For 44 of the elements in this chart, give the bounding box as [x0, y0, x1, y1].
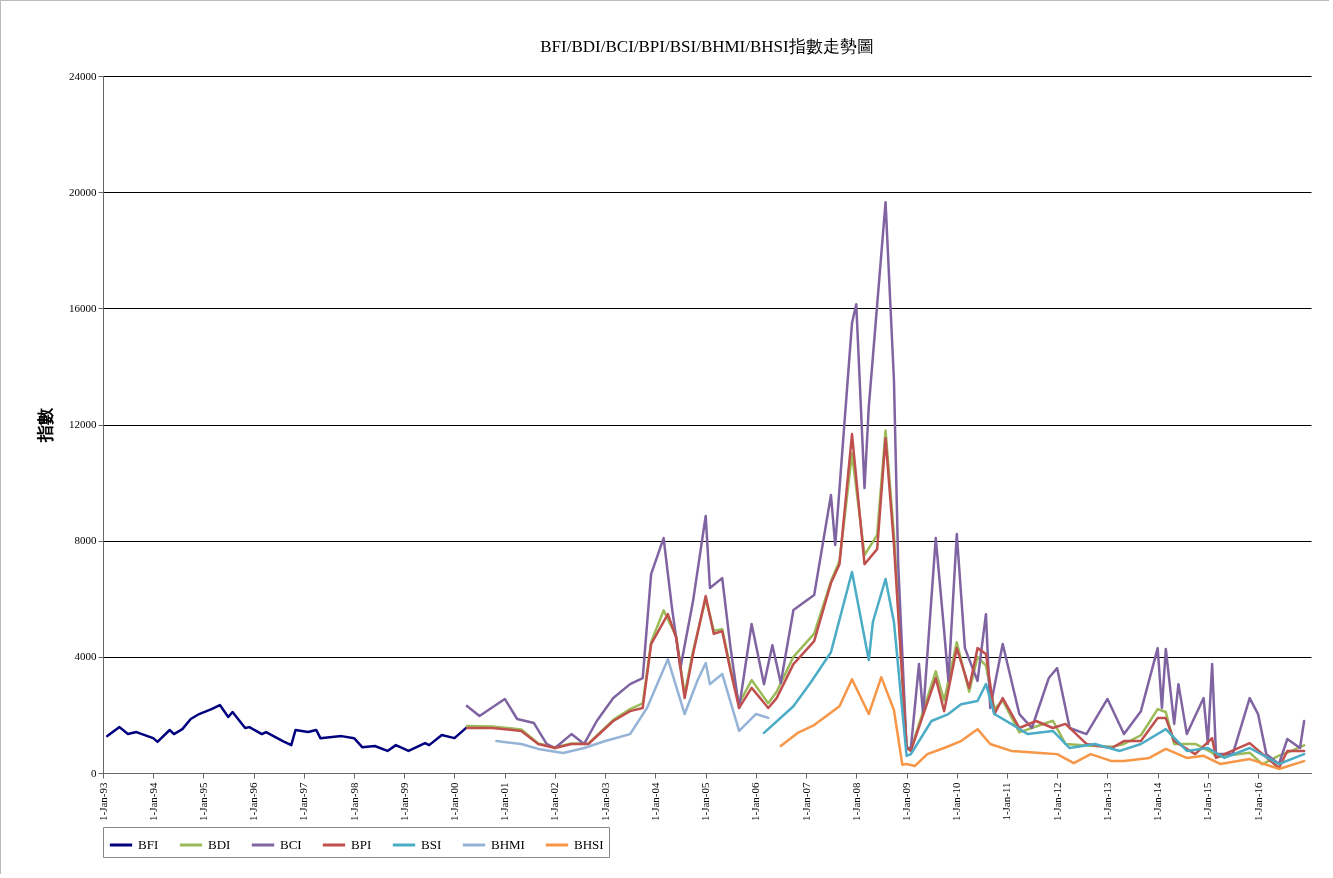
x-tick-label: 1-Jan-10: [950, 782, 963, 821]
y-tick-label: 4000: [74, 650, 97, 663]
x-tick-label: 1-Jan-95: [196, 782, 209, 821]
legend-label: BCI: [280, 837, 302, 852]
line-series: [106, 703, 469, 753]
x-tick-label: 1-Jan-15: [1201, 782, 1214, 821]
legend-label: BHMI: [491, 837, 525, 852]
legend-label: BHSI: [574, 837, 604, 852]
x-tick-label: 1-Jan-05: [699, 782, 712, 821]
y-tick-label: 20000: [69, 185, 97, 198]
line-series: [495, 657, 770, 755]
chart-title: BFI/BDI/BCI/BPI/BSI/BHMI/BHSI指數走勢圖: [540, 37, 874, 56]
x-tick-label: 1-Jan-00: [447, 782, 460, 821]
x-tick-label: 1-Jan-16: [1251, 782, 1264, 821]
legend-label: BFI: [138, 837, 159, 852]
y-tick-label: 16000: [69, 301, 97, 314]
x-tick-label: 1-Jan-07: [799, 782, 812, 821]
x-tick-label: 1-Jan-03: [598, 782, 611, 821]
x-tick-label: 1-Jan-09: [900, 782, 913, 821]
x-tick-label: 1-Jan-08: [849, 782, 862, 821]
x-tick-label: 1-Jan-96: [247, 782, 260, 821]
x-tick-label: 1-Jan-94: [146, 782, 159, 821]
x-tick-label: 1-Jan-97: [297, 782, 310, 821]
x-tick-label: 1-Jan-12: [1050, 782, 1063, 821]
x-tick-label: 1-Jan-99: [397, 782, 410, 821]
x-tick-label: 1-Jan-04: [648, 782, 661, 821]
x-tick-label: 1-Jan-98: [347, 782, 360, 821]
line-series: [762, 570, 1306, 766]
legend-label: BDI: [208, 837, 231, 852]
line-series: [779, 675, 1306, 771]
y-tick-label: 24000: [69, 69, 97, 82]
x-tick-label: 1-Jan-02: [548, 782, 561, 821]
x-tick-label: 1-Jan-01: [498, 782, 511, 821]
y-axis-title: 指數: [36, 407, 55, 443]
x-tick-label: 1-Jan-14: [1151, 782, 1164, 821]
x-tick-label: 1-Jan-11: [1000, 782, 1013, 821]
y-tick-label: 8000: [74, 534, 97, 547]
x-tick-label: 1-Jan-93: [96, 782, 109, 821]
x-tick-label: 1-Jan-06: [749, 782, 762, 821]
x-tick-label: 1-Jan-13: [1100, 782, 1113, 821]
y-tick-label: 0: [91, 766, 97, 779]
legend-label: BPI: [351, 837, 372, 852]
y-tick-label: 12000: [69, 418, 97, 430]
legend-label: BSI: [421, 837, 442, 852]
